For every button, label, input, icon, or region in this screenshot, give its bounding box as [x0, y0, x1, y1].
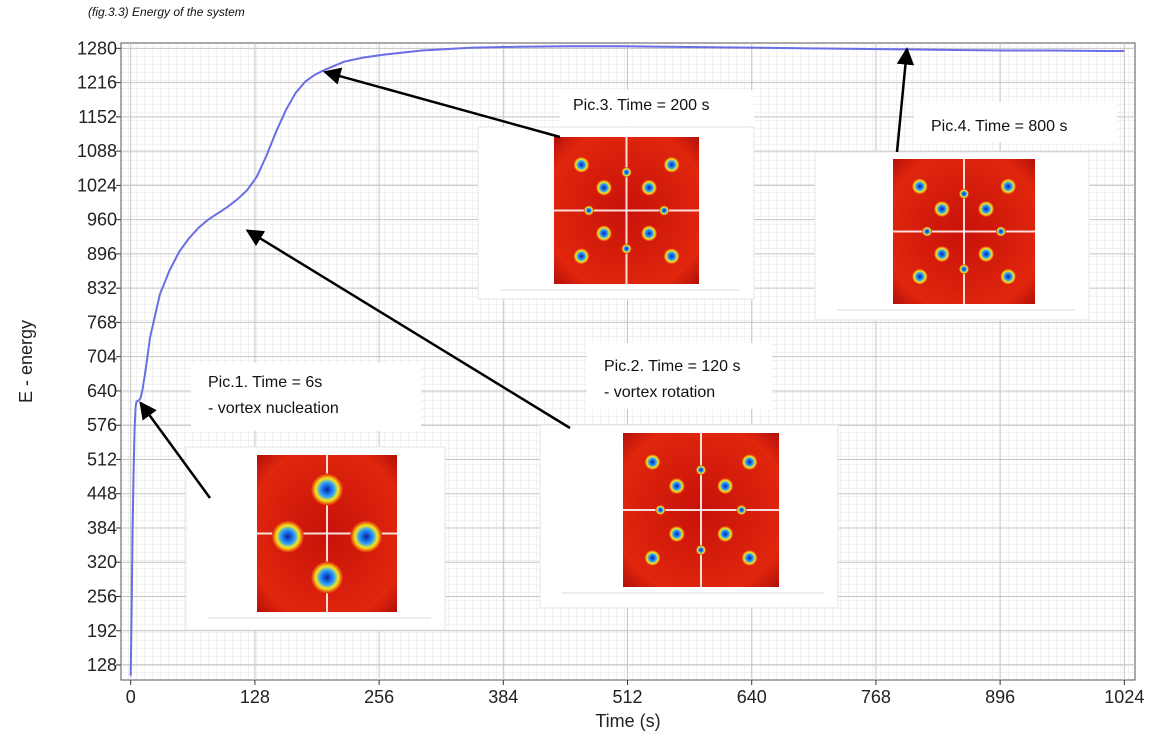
annotation-box [191, 363, 421, 431]
y-tick-label: 832 [87, 278, 117, 298]
inset-pic-1 [185, 446, 446, 631]
y-tick-label: 1088 [77, 141, 117, 161]
y-tick-label: 1280 [77, 38, 117, 58]
y-tick-label: 128 [87, 655, 117, 675]
annotations: Pic.1. Time = 6s- vortex nucleationPic.2… [139, 47, 1117, 499]
annotation-box [914, 102, 1117, 142]
y-tick-label: 768 [87, 312, 117, 332]
y-tick-label: 640 [87, 381, 117, 401]
x-tick-label: 768 [861, 687, 891, 707]
inset-pic-3 [477, 126, 755, 300]
tick-labels: 0 128 256 384 512 640 768 896 1024 128 192 256 320 38… [77, 38, 1144, 707]
annotation-text: Pic.1. Time = 6s [208, 374, 322, 391]
y-tick-label: 512 [87, 449, 117, 469]
annotation-4: Pic.4. Time = 800 s [895, 47, 1117, 153]
y-tick-label: 576 [87, 415, 117, 435]
y-tick-label: 192 [87, 621, 117, 641]
annotation-text: Pic.3. Time = 200 s [573, 97, 710, 114]
x-tick-label: 128 [240, 687, 270, 707]
x-tick-label: 896 [985, 687, 1015, 707]
y-tick-label: 1152 [78, 107, 117, 127]
x-tick-label: 384 [488, 687, 518, 707]
x-tick-label: 512 [612, 687, 642, 707]
figure-caption: (fig.3.3) Energy of the system [88, 5, 245, 19]
annotation-arrow [895, 47, 915, 153]
annotation-box [560, 90, 754, 126]
inset-pic-4 [814, 151, 1090, 321]
y-tick-label: 896 [87, 244, 117, 264]
annotation-arrow [323, 67, 561, 139]
annotation-arrow [245, 229, 571, 430]
annotation-1: Pic.1. Time = 6s - vortex nucleation [139, 363, 421, 499]
y-tick-label: 448 [87, 484, 117, 504]
y-axis-label: E - energy [16, 320, 36, 403]
annotation-2: Pic.2. Time = 120 s - vortex rotation [245, 229, 772, 430]
annotation-text: - vortex nucleation [208, 400, 339, 417]
y-tick-label: 320 [87, 552, 117, 572]
y-tick-label: 256 [87, 586, 117, 606]
inset-pic-2 [539, 424, 839, 609]
x-tick-label: 640 [737, 687, 767, 707]
y-tick-label: 960 [87, 210, 117, 230]
annotation-3: Pic.3. Time = 200 s [323, 67, 754, 139]
y-tick-label: 704 [87, 347, 117, 367]
annotation-text: Pic.2. Time = 120 s [604, 358, 741, 375]
annotation-arrow [139, 401, 212, 499]
y-tick-label: 1216 [77, 73, 117, 93]
x-axis-label: Time (s) [595, 711, 660, 731]
annotation-text: - vortex rotation [604, 384, 715, 401]
inset-pictures [185, 126, 1090, 631]
x-tick-label: 256 [364, 687, 394, 707]
y-tick-label: 384 [87, 518, 117, 538]
energy-series-line [129, 45, 1125, 676]
axes [116, 47, 1125, 685]
annotation-box [587, 343, 772, 409]
annotation-text: Pic.4. Time = 800 s [931, 118, 1068, 135]
x-tick-label: 1024 [1104, 687, 1144, 707]
x-tick-label: 0 [126, 687, 136, 707]
y-tick-label: 1024 [77, 175, 117, 195]
